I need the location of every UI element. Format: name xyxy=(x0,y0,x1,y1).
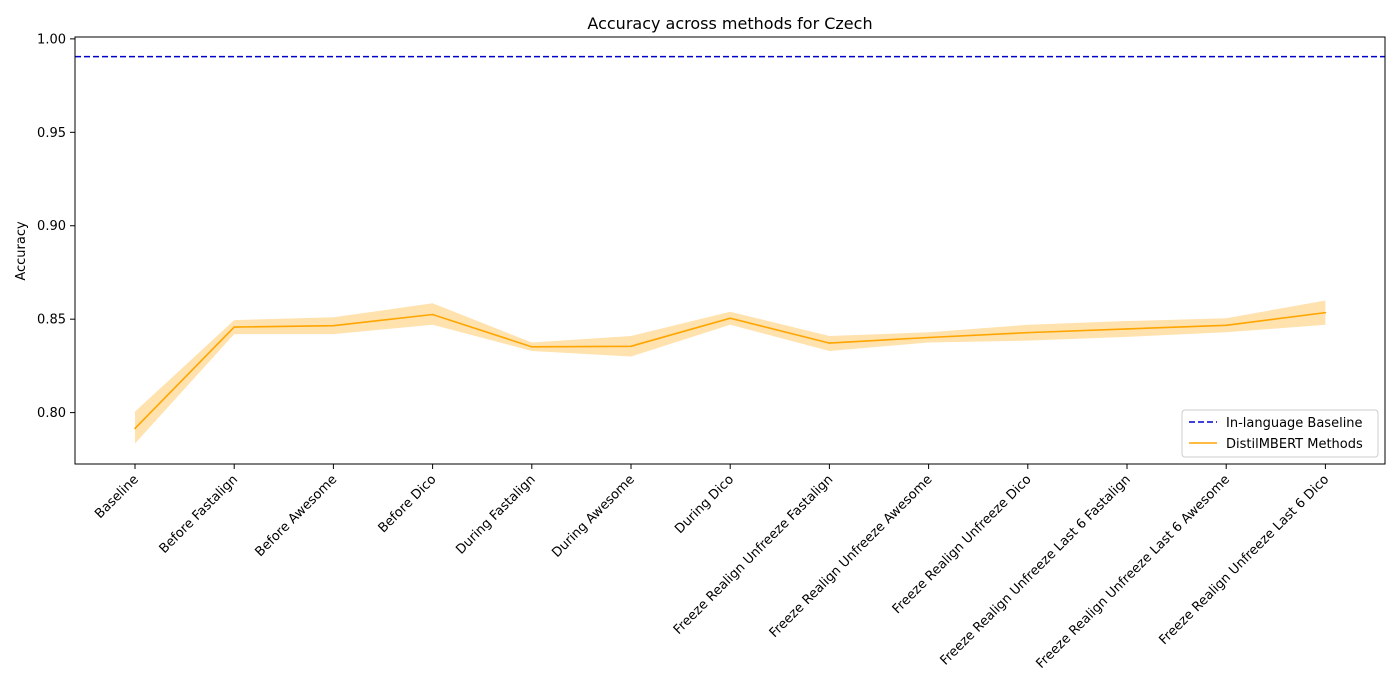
x-tick-label: Freeze Realign Unfreeze Last 6 Dico xyxy=(1157,472,1333,648)
x-tick-label: Baseline xyxy=(92,472,142,522)
chart-title: Accuracy across methods for Czech xyxy=(587,14,872,33)
x-tick-label: Freeze Realign Unfreeze Last 6 Awesome xyxy=(1034,472,1234,672)
legend-label-methods: DistilMBERT Methods xyxy=(1226,437,1363,452)
series-lines xyxy=(134,311,1327,430)
data-point xyxy=(1225,324,1227,327)
x-tick-label: Freeze Realign Unfreeze Awesome xyxy=(767,472,936,641)
y-tick-label: 0.90 xyxy=(37,219,66,234)
y-tick-label: 1.00 xyxy=(37,32,66,47)
legend: In-language Baseline DistilMBERT Methods xyxy=(1181,409,1379,458)
y-tick-label: 0.80 xyxy=(37,406,66,421)
y-tick-label: 0.85 xyxy=(37,313,66,328)
confidence-band xyxy=(135,300,1326,444)
data-point xyxy=(1027,331,1029,334)
data-point xyxy=(927,336,930,339)
data-point xyxy=(233,326,235,328)
data-point xyxy=(630,345,632,348)
x-tick-label: Freeze Realign Unfreeze Last 6 Fastalign xyxy=(938,472,1134,668)
confidence-bands xyxy=(135,300,1326,444)
x-tick-label: During Awesome xyxy=(549,472,638,561)
data-point xyxy=(1126,328,1128,330)
x-tick-label: Before Dico xyxy=(376,472,440,536)
data-point xyxy=(729,317,731,320)
x-tick-label: Before Awesome xyxy=(253,472,341,560)
y-axis-ticks: 0.80 0.85 0.90 0.95 1.00 xyxy=(37,32,75,421)
data-point xyxy=(1324,311,1327,314)
x-tick-label: Freeze Realign Unfreeze Fastalign xyxy=(671,472,836,637)
x-axis-ticks: Baseline Before Fastalign Before Awesome Be… xyxy=(92,464,1332,672)
data-point xyxy=(828,342,831,344)
x-tick-label: During Fastalign xyxy=(453,472,538,557)
legend-label-baseline: In-language Baseline xyxy=(1226,416,1363,431)
data-point xyxy=(531,346,533,348)
plot-frame xyxy=(74,36,1386,465)
legend-box xyxy=(1181,409,1379,458)
y-axis-label: Accuracy xyxy=(14,221,29,281)
y-tick-label: 0.95 xyxy=(37,126,66,141)
x-tick-label: During Dico xyxy=(672,472,737,537)
data-point xyxy=(431,313,434,316)
data-point xyxy=(332,324,335,327)
data-point xyxy=(134,427,136,430)
x-tick-label: Before Fastalign xyxy=(157,472,241,556)
